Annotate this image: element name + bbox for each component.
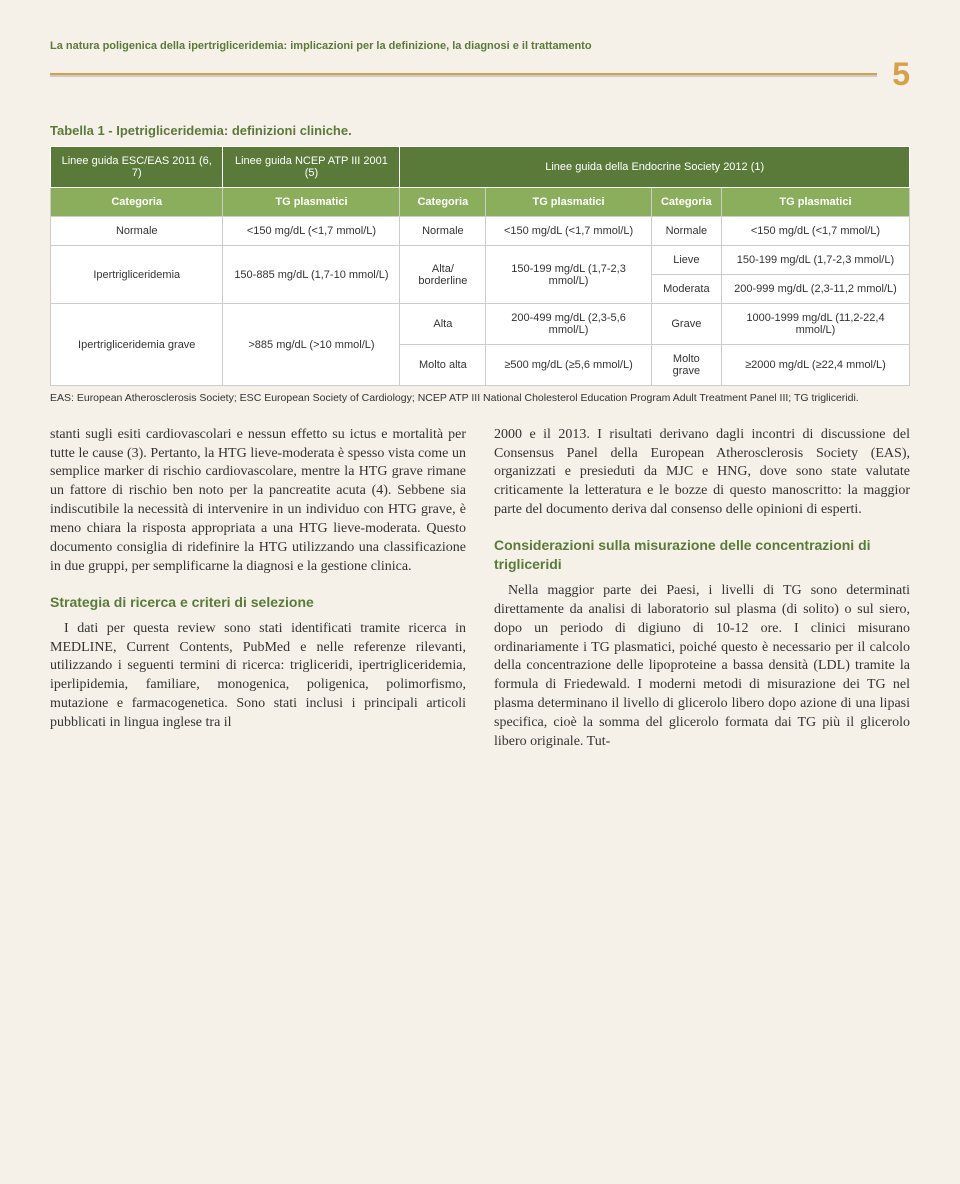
table-cell: Ipertrigliceridemia grave: [51, 304, 223, 386]
subhead-cell: Categoria: [51, 188, 223, 217]
section-heading: Strategia di ricerca e criteri di selezi…: [50, 593, 466, 612]
running-header: La natura poligenica della ipertriglicer…: [50, 40, 910, 52]
table-cell: 200-499 mg/dL (2,3-5,6 mmol/L): [486, 304, 651, 345]
th-endocrine: Linee guida della Endocrine Society 2012…: [400, 147, 910, 188]
page-number: 5: [892, 56, 910, 93]
table-cell: ≥2000 mg/dL (≥22,4 mmol/L): [721, 345, 909, 386]
header-line: [50, 73, 877, 77]
subhead-cell: TG plasmatici: [721, 188, 909, 217]
subhead-cell: Categoria: [651, 188, 721, 217]
section-heading: Considerazioni sulla misurazione delle c…: [494, 536, 910, 574]
table-cell: ≥500 mg/dL (≥5,6 mmol/L): [486, 345, 651, 386]
table-cell: 200-999 mg/dL (2,3-11,2 mmol/L): [721, 275, 909, 304]
th-ncep: Linee guida NCEP ATP III 2001 (5): [223, 147, 400, 188]
table-cell: Molto alta: [400, 345, 486, 386]
header-rule: 5: [50, 56, 910, 93]
table-cell: Grave: [651, 304, 721, 345]
guidelines-table: Linee guida ESC/EAS 2011 (6, 7) Linee gu…: [50, 146, 910, 386]
table-cell: Molto grave: [651, 345, 721, 386]
table-cell: 150-885 mg/dL (1,7-10 mmol/L): [223, 246, 400, 304]
body-paragraph: stanti sugli esiti cardiovascolari e nes…: [50, 426, 466, 577]
table-cell: <150 mg/dL (<1,7 mmol/L): [486, 217, 651, 246]
table-footnote: EAS: European Atherosclerosis Society; E…: [50, 392, 910, 406]
subhead-cell: TG plasmatici: [486, 188, 651, 217]
table-cell: <150 mg/dL (<1,7 mmol/L): [721, 217, 909, 246]
table-cell: Normale: [651, 217, 721, 246]
table-caption: Tabella 1 - Ipetrigliceridemia: definizi…: [50, 123, 910, 138]
subhead-cell: TG plasmatici: [223, 188, 400, 217]
table-cell: Normale: [400, 217, 486, 246]
body-paragraph: I dati per questa review sono stati iden…: [50, 620, 466, 733]
table-cell: >885 mg/dL (>10 mmol/L): [223, 304, 400, 386]
subhead-cell: Categoria: [400, 188, 486, 217]
right-column: 2000 e il 2013. I risultati derivano dag…: [494, 426, 910, 756]
body-columns: stanti sugli esiti cardiovascolari e nes…: [50, 426, 910, 756]
table-cell: Moderata: [651, 275, 721, 304]
left-column: stanti sugli esiti cardiovascolari e nes…: [50, 426, 466, 756]
body-paragraph: Nella maggior parte dei Paesi, i livelli…: [494, 582, 910, 752]
table-cell: 1000-1999 mg/dL (11,2-22,4 mmol/L): [721, 304, 909, 345]
table-cell: <150 mg/dL (<1,7 mmol/L): [223, 217, 400, 246]
th-esc: Linee guida ESC/EAS 2011 (6, 7): [51, 147, 223, 188]
table-cell: Lieve: [651, 246, 721, 275]
table-cell: Alta/ borderline: [400, 246, 486, 304]
table-cell: Normale: [51, 217, 223, 246]
table-cell: Alta: [400, 304, 486, 345]
table-cell: 150-199 mg/dL (1,7-2,3 mmol/L): [721, 246, 909, 275]
table-cell: Ipertrigliceridemia: [51, 246, 223, 304]
body-paragraph: 2000 e il 2013. I risultati derivano dag…: [494, 426, 910, 520]
table-cell: 150-199 mg/dL (1,7-2,3 mmol/L): [486, 246, 651, 304]
